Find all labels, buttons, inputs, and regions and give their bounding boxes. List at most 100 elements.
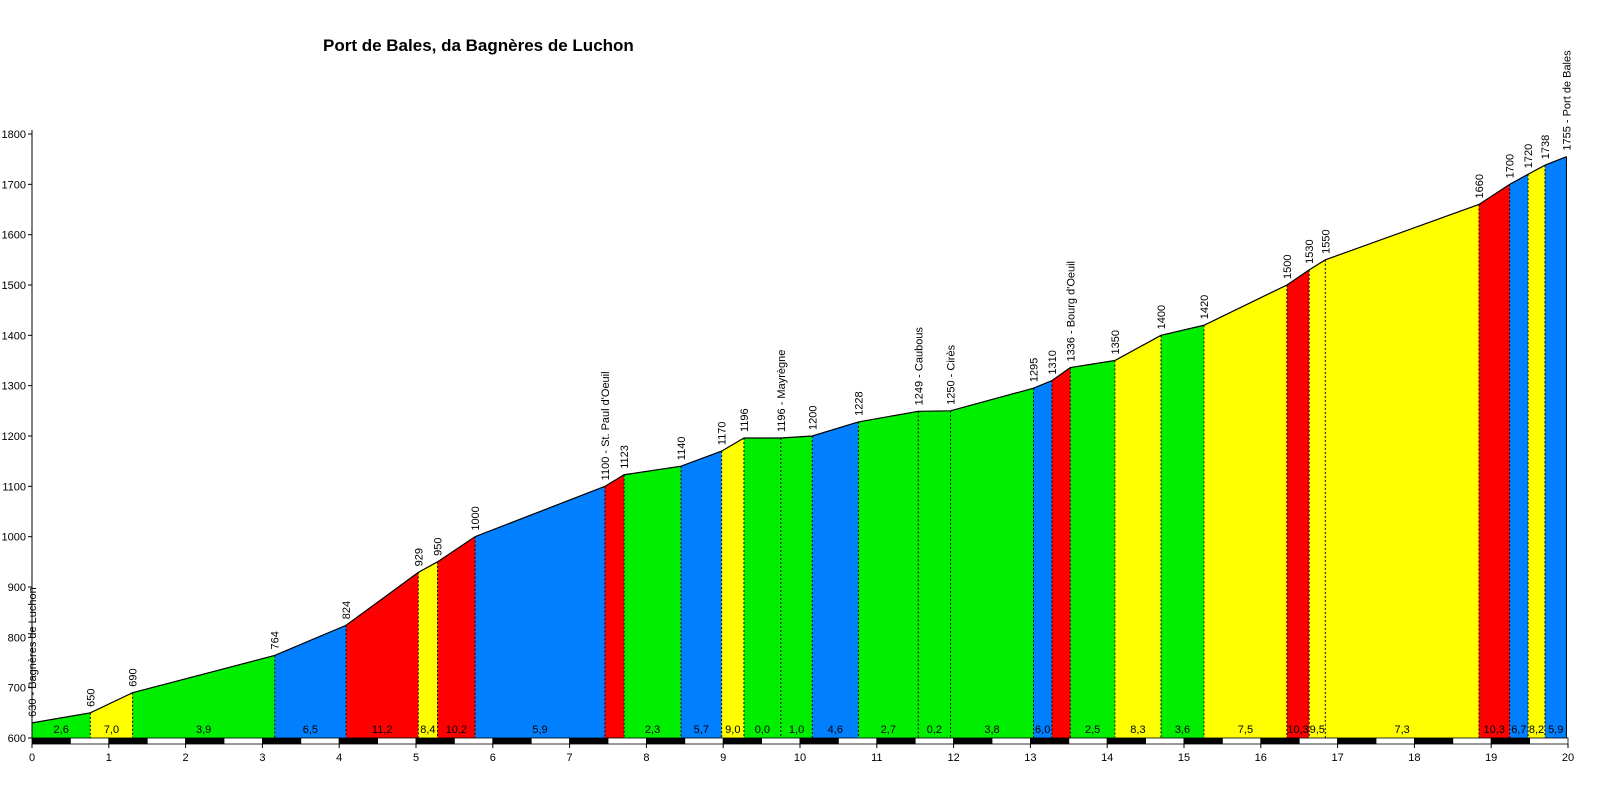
elevation-label: 1200 xyxy=(807,406,819,430)
scale-block-light xyxy=(453,737,494,745)
x-tick-label: 16 xyxy=(1255,752,1267,764)
gradient-label: 8,2 xyxy=(1529,724,1544,736)
x-tick-label: 9 xyxy=(720,752,726,764)
elevation-label: 1249 - Caubous xyxy=(913,327,925,406)
x-tick-label: 11 xyxy=(871,752,882,764)
scale-block-light xyxy=(1375,737,1415,745)
x-tick-label: 3 xyxy=(259,752,265,764)
gradient-label: 6,7 xyxy=(1511,724,1526,736)
gradient-label: 5,9 xyxy=(532,724,547,736)
y-tick-label: 1100 xyxy=(2,481,26,493)
gradient-label: 7,3 xyxy=(1394,724,1409,736)
x-tick-label: 7 xyxy=(567,752,573,764)
y-tick-label: 1200 xyxy=(2,431,26,443)
scale-block-dark xyxy=(1337,737,1377,745)
gradient-label: 0,0 xyxy=(755,724,770,736)
profile-segment xyxy=(437,536,476,738)
scale-block-light xyxy=(146,737,186,745)
profile-segment xyxy=(680,451,722,738)
profile-segment xyxy=(1544,156,1567,738)
gradient-label: 7,5 xyxy=(1238,724,1253,736)
scale-block-light xyxy=(300,737,340,745)
scale-block-dark xyxy=(1106,737,1146,745)
scale-block-dark xyxy=(31,737,71,745)
elevation-label: 1700 xyxy=(1505,154,1517,178)
x-tick-label: 12 xyxy=(947,752,959,764)
x-tick-label: 20 xyxy=(1562,752,1574,764)
elevation-label: 1170 xyxy=(717,421,729,445)
x-tick-label: 5 xyxy=(413,752,419,764)
gradient-label: 6,0 xyxy=(1035,724,1050,736)
profile-segment xyxy=(604,474,625,738)
scale-block-dark xyxy=(1260,737,1300,745)
elevation-label: 1140 xyxy=(676,437,688,461)
x-tick-label: 6 xyxy=(490,752,496,764)
elevation-label: 630 - Bagnères de Luchon xyxy=(27,587,39,717)
elevation-label: 1350 xyxy=(1110,330,1122,354)
y-tick-label: 900 xyxy=(8,582,26,594)
profile-segment xyxy=(1051,367,1071,738)
elevation-label: 1720 xyxy=(1523,144,1535,168)
x-tick-label: 8 xyxy=(643,752,649,764)
profile-segment xyxy=(346,572,419,738)
scale-block-dark xyxy=(185,737,225,745)
scale-block-light xyxy=(1145,737,1185,745)
profile-segment xyxy=(858,411,919,738)
gradient-label: 9,0 xyxy=(725,724,740,736)
scale-block-dark xyxy=(953,737,993,745)
scale-block-light xyxy=(223,737,263,745)
x-tick-label: 17 xyxy=(1331,752,1343,764)
x-tick-label: 1 xyxy=(106,752,112,764)
elevation-label: 1100 - St. Paul d'Oeuil xyxy=(600,371,612,480)
profile-segment xyxy=(90,692,133,738)
gradient-label: 0,2 xyxy=(927,724,942,736)
scale-block-dark xyxy=(1030,737,1070,745)
x-tick-label: 10 xyxy=(794,752,806,764)
x-tick-label: 2 xyxy=(183,752,189,764)
elevation-label: 1196 xyxy=(739,408,751,432)
profile-segment xyxy=(950,388,1034,738)
scale-block-light xyxy=(1298,737,1338,745)
elevation-label: 1250 - Cirès xyxy=(946,344,958,404)
scale-block-light xyxy=(377,737,417,745)
y-tick-label: 1600 xyxy=(2,230,26,242)
elevation-label: 1400 xyxy=(1156,305,1168,329)
profile-segment xyxy=(274,625,347,738)
gradient-label: 8,4 xyxy=(420,724,435,736)
scale-block-light xyxy=(70,737,110,745)
scale-block-dark xyxy=(108,737,148,745)
scale-block-dark xyxy=(1183,737,1223,745)
gradient-label: 5,9 xyxy=(1548,724,1563,736)
y-tick-label: 1300 xyxy=(2,381,26,393)
scale-block-dark xyxy=(646,737,686,745)
gradient-label: 10,2 xyxy=(446,724,467,736)
profile-segment xyxy=(1528,165,1545,738)
scale-block-light xyxy=(1068,737,1108,745)
profile-segment xyxy=(418,561,438,738)
gradient-label: 7,0 xyxy=(104,724,119,736)
elevation-label: 690 xyxy=(128,668,140,686)
profile-segment xyxy=(1325,204,1479,738)
scale-block-dark xyxy=(1490,737,1530,745)
y-tick-label: 1500 xyxy=(2,280,26,292)
y-tick-label: 1800 xyxy=(2,129,26,141)
profile-segment xyxy=(1203,285,1287,738)
chart-title: Port de Bales, da Bagnères de Luchon xyxy=(323,36,634,55)
elevation-label: 1530 xyxy=(1304,239,1316,263)
profile-segment xyxy=(918,410,951,738)
gradient-label: 4,6 xyxy=(828,724,843,736)
scale-block-light xyxy=(1222,737,1262,745)
scale-block-light xyxy=(838,737,878,745)
x-tick-label: 15 xyxy=(1178,752,1190,764)
scale-block-light xyxy=(914,737,955,745)
y-tick-label: 1400 xyxy=(2,330,26,342)
elevation-label: 1420 xyxy=(1199,295,1211,319)
elevation-label: 1228 xyxy=(853,391,865,415)
profile-segment xyxy=(32,712,91,738)
scale-block-dark xyxy=(569,737,609,745)
elevation-label: 824 xyxy=(341,601,353,619)
profile-segment xyxy=(1070,360,1115,738)
gradient-label: 6,5 xyxy=(303,724,318,736)
elevation-label: 1755 - Port de Bales xyxy=(1561,50,1573,151)
scale-block-dark xyxy=(1414,737,1454,745)
